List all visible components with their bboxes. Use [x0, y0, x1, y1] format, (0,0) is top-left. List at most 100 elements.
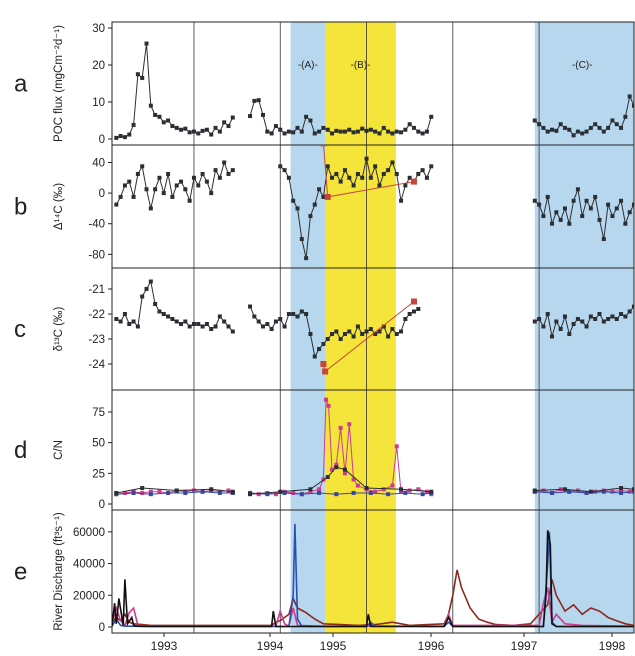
data-point-c-0-1-15 — [312, 354, 317, 359]
data-point-c-0-1-24 — [351, 334, 356, 339]
data-point-c-0-0-21 — [204, 322, 209, 326]
y-tick-label-d-0: 0 — [99, 499, 105, 511]
data-point-b-0-1-22 — [373, 164, 378, 169]
data-point-b-0-1-6 — [304, 256, 309, 261]
data-point-a-0-2-16 — [601, 129, 606, 134]
data-point-d-2-0-2 — [174, 488, 179, 493]
data-point-a-0-1-37 — [407, 122, 412, 127]
data-point-d-0-2-10 — [619, 488, 624, 493]
data-point-c-0-2-16 — [601, 319, 606, 324]
data-point-b-0-0-24 — [217, 175, 222, 180]
data-point-a-0-1-2 — [256, 98, 261, 103]
data-point-b-0-0-17 — [187, 198, 192, 203]
data-point-a-0-0-18 — [191, 129, 196, 134]
data-point-a-0-0-20 — [200, 128, 205, 133]
data-point-c-1-0-0 — [320, 361, 327, 367]
data-point-b-0-2-4 — [550, 221, 555, 226]
data-point-a-0-0-4 — [131, 122, 136, 127]
data-point-c-0-0-7 — [144, 287, 149, 291]
data-point-a-0-1-14 — [308, 118, 313, 123]
data-point-d-2-0-4 — [230, 489, 235, 494]
data-point-a-0-1-22 — [342, 129, 347, 134]
data-point-c-0-2-11 — [580, 319, 585, 324]
data-point-a-0-2-10 — [575, 129, 580, 134]
y-tick-label-b-1: -40 — [88, 219, 105, 231]
data-point-b-0-0-19 — [196, 183, 201, 188]
data-point-d-0-2-7 — [593, 489, 598, 494]
data-point-b-0-1-34 — [424, 175, 429, 180]
series-line-b-0-0 — [115, 160, 234, 209]
x-tick-label-3: 1996 — [418, 639, 445, 653]
data-point-c-1-0-2 — [410, 298, 417, 305]
data-point-d-2-1-3 — [325, 475, 330, 479]
data-point-a-0-2-12 — [584, 129, 589, 134]
data-point-d-2-1-1 — [278, 489, 283, 494]
data-point-d-0-1-8 — [317, 487, 322, 492]
data-point-d-0-1-13 — [334, 462, 339, 467]
data-point-b-0-2-15 — [597, 217, 602, 222]
data-point-b-0-2-3 — [545, 194, 550, 199]
data-point-a-0-1-11 — [295, 125, 300, 130]
data-point-c-0-0-10 — [157, 309, 162, 314]
data-point-d-1-2-6 — [632, 489, 634, 494]
data-point-d-1-1-1 — [265, 492, 270, 497]
data-point-b-0-1-11 — [325, 164, 330, 169]
data-point-c-0-1-4 — [265, 322, 270, 326]
data-point-b-0-0-0 — [114, 202, 119, 207]
data-point-b-0-0-3 — [127, 179, 132, 184]
data-point-a-0-1-8 — [282, 131, 287, 136]
data-point-d-2-2-2 — [588, 489, 593, 494]
series-line-c-0-1 — [249, 306, 419, 358]
data-point-c-0-0-8 — [148, 279, 153, 284]
data-point-d-0-1-18 — [355, 483, 360, 488]
series-line-e-3-0 — [112, 530, 634, 628]
plot-frame — [111, 21, 635, 634]
data-point-a-0-1-42 — [429, 114, 434, 119]
data-point-b-0-2-11 — [580, 214, 585, 219]
data-point-b-0-2-1 — [537, 202, 542, 207]
data-point-b-0-0-12 — [166, 171, 171, 176]
data-point-b-0-1-30 — [407, 175, 412, 180]
data-point-c-0-1-27 — [364, 329, 369, 334]
data-point-a-0-1-20 — [334, 128, 339, 133]
data-point-d-1-1-8 — [386, 492, 391, 497]
data-point-c-0-1-8 — [282, 324, 287, 329]
data-point-b-0-0-6 — [140, 164, 145, 169]
data-point-c-0-0-6 — [140, 294, 145, 299]
data-point-a-0-0-9 — [153, 112, 158, 117]
y-tick-label-e-3: 60000 — [73, 527, 105, 539]
data-point-d-1-0-3 — [166, 490, 171, 495]
data-point-a-0-0-26 — [226, 124, 231, 129]
data-point-c-0-1-29 — [373, 332, 378, 336]
data-point-b-0-0-16 — [183, 187, 188, 192]
data-point-b-0-0-4 — [131, 194, 136, 199]
data-point-b-0-2-9 — [571, 198, 576, 203]
data-point-d-0-1-20 — [373, 489, 378, 494]
data-point-a-0-1-3 — [260, 112, 265, 117]
data-point-d-0-1-21 — [381, 487, 386, 492]
data-point-d-1-1-4 — [317, 490, 322, 495]
data-point-b-0-0-8 — [148, 206, 153, 211]
data-point-a-0-1-15 — [312, 131, 317, 136]
data-point-d-0-1-11 — [326, 403, 331, 408]
data-point-d-1-1-5 — [334, 492, 339, 497]
data-point-b-0-0-27 — [230, 168, 235, 173]
data-point-d-1-1-9 — [403, 490, 408, 495]
data-point-a-0-0-11 — [161, 120, 166, 125]
data-point-c-0-1-16 — [317, 347, 322, 351]
data-point-c-0-2-12 — [584, 324, 589, 329]
data-point-a-0-0-19 — [196, 131, 201, 136]
data-point-a-0-1-39 — [416, 129, 421, 134]
data-point-b-0-0-20 — [200, 171, 205, 176]
data-point-b-0-1-13 — [334, 171, 339, 176]
shade-blue-0 — [290, 22, 326, 633]
data-point-a-0-2-22 — [627, 94, 632, 99]
data-point-d-2-1-8 — [429, 489, 434, 494]
data-point-d-0-0-13 — [226, 488, 231, 493]
data-point-c-0-1-14 — [308, 332, 313, 336]
data-point-d-2-1-2 — [308, 487, 313, 492]
data-point-b-0-0-10 — [157, 175, 162, 180]
data-point-a-0-0-24 — [217, 129, 222, 134]
data-point-b-0-1-24 — [381, 171, 386, 176]
